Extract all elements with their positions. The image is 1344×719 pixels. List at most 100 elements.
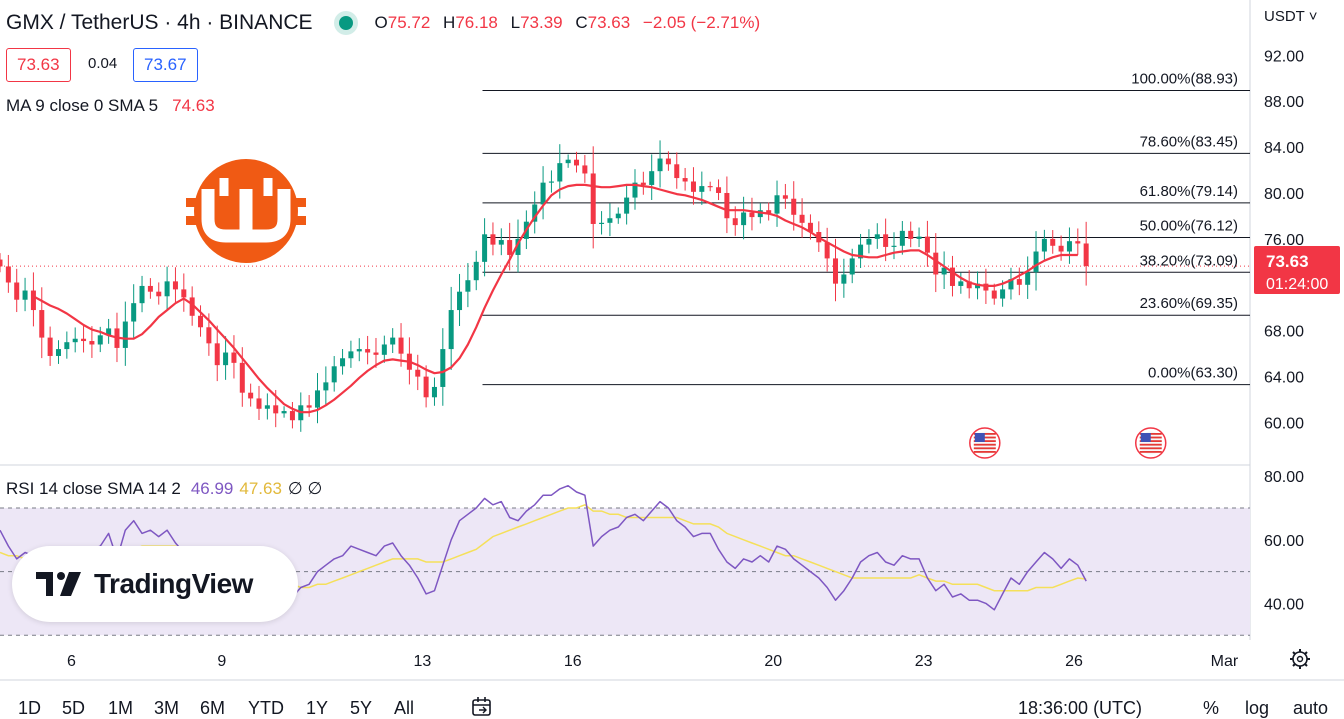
candle xyxy=(14,268,20,313)
candle xyxy=(482,218,488,277)
candle xyxy=(281,406,287,418)
date-range-icon[interactable] xyxy=(470,696,494,718)
candle xyxy=(473,250,479,291)
candle xyxy=(782,183,788,209)
candlestick-series xyxy=(0,140,1089,432)
timeframe-button[interactable]: 3M xyxy=(154,698,180,718)
market-open-status-icon xyxy=(338,16,353,30)
low-label: L xyxy=(510,13,521,32)
fib-level-label: 78.60%(83.45) xyxy=(1140,133,1238,150)
price-tick-label: 80.00 xyxy=(1264,186,1304,203)
candle xyxy=(314,373,320,424)
candle xyxy=(824,227,830,272)
timeframe-button[interactable]: 5D xyxy=(62,698,86,718)
low-value: 73.39 xyxy=(520,13,563,32)
candle xyxy=(256,385,262,421)
change-value: −2.05 (−2.71%) xyxy=(642,13,761,32)
candle xyxy=(1058,235,1064,261)
candle xyxy=(1066,227,1072,264)
rsi-tick-label: 60.00 xyxy=(1264,533,1304,550)
timeframe-button[interactable]: 1D xyxy=(18,698,42,718)
rsi-tick-label: 80.00 xyxy=(1264,469,1304,486)
candle xyxy=(356,338,362,362)
candle xyxy=(941,251,947,290)
candle xyxy=(323,366,329,405)
us-flag-icon[interactable] xyxy=(969,427,1001,459)
ma-legend[interactable]: MA 9 close 0 SMA 5 74.63 xyxy=(6,96,215,116)
candle xyxy=(248,383,254,407)
candle xyxy=(741,196,747,240)
candle xyxy=(415,354,421,391)
rsi-legend-label: RSI 14 close SMA 14 2 xyxy=(6,479,181,498)
candle xyxy=(1016,267,1022,296)
rsi-legend[interactable]: RSI 14 close SMA 14 2 46.99 47.63 ∅ ∅ xyxy=(6,479,322,499)
candle xyxy=(640,171,646,195)
last-price-label: 73.63 01:24:00 xyxy=(1254,246,1340,294)
time-tick-label: 16 xyxy=(564,653,582,670)
time-tick-label: 9 xyxy=(217,653,226,670)
candle xyxy=(548,170,554,193)
utc-clock[interactable]: 18:36:00 (UTC) xyxy=(1018,698,1143,718)
timeframe-button[interactable]: 6M xyxy=(200,698,226,718)
candle xyxy=(440,328,446,406)
time-tick-label: 6 xyxy=(67,653,76,670)
chart-header: GMX / TetherUS · 4h · BINANCE O75.72 H76… xyxy=(6,8,768,38)
candle xyxy=(1041,229,1047,260)
sell-price-button[interactable]: 73.63 xyxy=(6,48,71,82)
candle xyxy=(582,154,588,183)
timeframe-button[interactable]: 5Y xyxy=(350,698,373,718)
candle xyxy=(949,255,955,297)
candle xyxy=(431,377,437,406)
timeframe-button[interactable]: All xyxy=(394,698,415,718)
close-value: 73.63 xyxy=(587,13,631,32)
timeframe-button[interactable]: YTD xyxy=(248,698,284,718)
settings-gear-icon[interactable] xyxy=(1290,649,1310,669)
candle xyxy=(198,305,204,337)
log-scale-button[interactable]: log xyxy=(1245,698,1270,718)
tradingview-watermark[interactable]: TradingView xyxy=(12,546,298,622)
timeframe-button[interactable]: 1Y xyxy=(306,698,329,718)
fib-level-label: 61.80%(79.14) xyxy=(1140,183,1238,200)
fib-level-label: 0.00%(63.30) xyxy=(1148,365,1238,382)
ma-line[interactable] xyxy=(32,183,1078,414)
candle xyxy=(398,323,404,367)
close-label: C xyxy=(575,13,588,32)
symbol-title[interactable]: GMX / TetherUS · 4h · BINANCE xyxy=(6,11,313,34)
candle xyxy=(39,287,45,359)
candle xyxy=(181,273,187,312)
coin-logo-icon xyxy=(186,159,306,263)
candle xyxy=(665,151,671,171)
candle xyxy=(532,191,538,234)
candle xyxy=(490,222,496,256)
candle xyxy=(131,284,137,339)
candle xyxy=(47,326,53,366)
rsi-tick-label: 40.00 xyxy=(1264,596,1304,613)
candle xyxy=(874,223,880,249)
candle xyxy=(540,166,546,220)
candle xyxy=(55,340,61,364)
percent-scale-button[interactable]: % xyxy=(1203,698,1220,718)
candle xyxy=(707,181,713,192)
rsi-sma-legend-value: 47.63 xyxy=(239,479,282,498)
candle xyxy=(264,393,270,420)
currency-selector[interactable]: USDT ˅ xyxy=(1264,8,1318,25)
candle xyxy=(106,318,112,344)
timeframe-button[interactable]: 1M xyxy=(108,698,134,718)
candle xyxy=(147,278,153,299)
candle xyxy=(858,233,864,268)
candle xyxy=(891,232,897,260)
candle xyxy=(223,336,229,380)
candle xyxy=(1075,228,1081,255)
buy-price-button[interactable]: 73.67 xyxy=(133,48,198,82)
rsi-legend-extra: ∅ ∅ xyxy=(287,479,323,498)
candle xyxy=(599,211,605,235)
price-tick-label: 60.00 xyxy=(1264,416,1304,433)
us-flag-icon[interactable] xyxy=(1134,427,1167,459)
candle xyxy=(457,273,463,327)
spread-value: 0.04 xyxy=(88,55,118,72)
candle xyxy=(991,283,997,305)
auto-scale-button[interactable]: auto xyxy=(1293,698,1329,718)
candle xyxy=(774,180,780,227)
candle xyxy=(373,337,379,368)
rsi-legend-value: 46.99 xyxy=(190,479,234,498)
